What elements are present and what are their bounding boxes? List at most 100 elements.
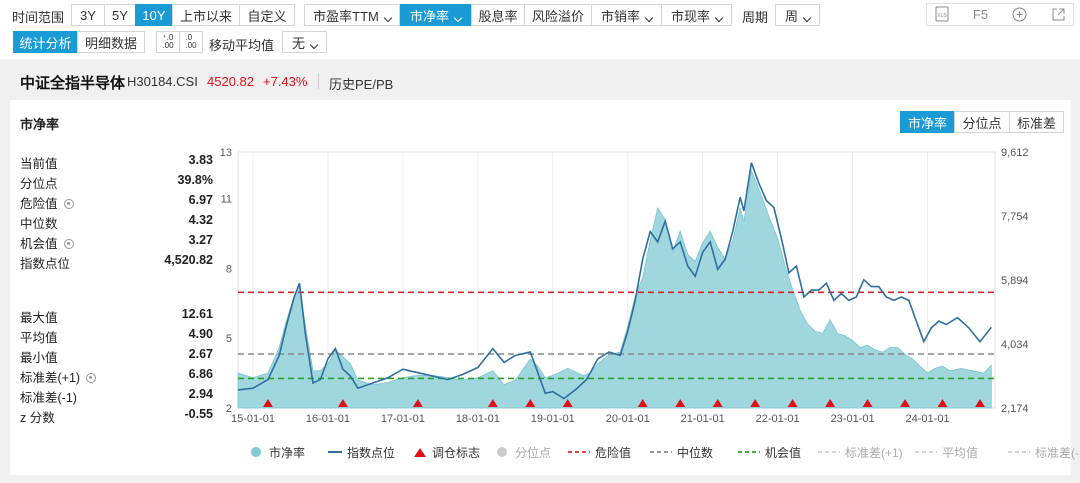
legend-item[interactable]: 标准差(+1) (818, 444, 903, 461)
stat-value: 4,520.82 (164, 253, 213, 267)
range-custom-button[interactable]: 自定义 (239, 4, 295, 26)
time-range-label: 时间范围 (12, 10, 65, 25)
x-tick-label: 22-01-01 (756, 413, 800, 425)
range-3y-button[interactable]: 3Y (71, 4, 105, 26)
stat-row: 当前值 3.83 (20, 153, 213, 172)
metric-pb-dropdown[interactable]: 市净率 (400, 4, 471, 26)
legend-item[interactable]: 危险值 (568, 444, 631, 461)
export-xls-icon[interactable]: XLS (925, 3, 958, 25)
x-tick-label: 20-01-01 (606, 413, 650, 425)
stat-label: 标准差(+1) (20, 371, 81, 385)
settings-gear-icon[interactable] (63, 199, 74, 209)
rebalance-marker (525, 399, 536, 407)
rebalance-marker (900, 399, 911, 407)
rebalance-marker (750, 399, 761, 407)
rebalance-marker (562, 399, 573, 407)
range-since-listing-button[interactable]: 上市以来 (172, 4, 240, 26)
rebalance-marker (787, 399, 798, 407)
period-dropdown[interactable]: 周 (775, 4, 820, 26)
rebalance-marker (937, 399, 948, 407)
legend-item[interactable]: 指数点位 (328, 444, 395, 461)
metric-risk-premium-button[interactable]: 风险溢价 (524, 4, 592, 26)
metric-ps-dropdown[interactable]: 市销率 (591, 4, 662, 26)
legend-item[interactable]: 市净率 (250, 444, 305, 461)
xls-file-icon: XLS (935, 6, 948, 22)
svg-text:XLS: XLS (937, 13, 947, 19)
zoom-in-icon[interactable] (1003, 3, 1036, 25)
stat-value: 4.90 (188, 327, 213, 341)
legend-label: 分位点 (515, 446, 552, 460)
rebalance-marker (337, 399, 348, 407)
index-code: H30184.CSI (127, 74, 198, 89)
dash-legend-icon (915, 451, 937, 453)
tab-detail-data[interactable]: 明细数据 (77, 31, 145, 53)
legend-item[interactable]: 中位数 (650, 444, 713, 461)
decimal-decrease-icon[interactable]: ⁺.0.00 (156, 31, 180, 53)
stat-value: 4.32 (188, 213, 213, 227)
pb-chart[interactable]: 15-01-01 16-01-01 17-01-01 18-01-01 19-01-01… (10, 100, 1071, 430)
stat-label: 中位数 (20, 217, 58, 231)
stat-value: 12.61 (181, 307, 213, 321)
range-5y-button[interactable]: 5Y (104, 4, 136, 26)
settings-gear-icon[interactable] (63, 239, 74, 249)
legend-item[interactable]: 调仓标志 (413, 444, 480, 461)
y-right-tick-label: 2,174 (1001, 403, 1029, 415)
rebalance-marker (412, 399, 423, 407)
dash-legend-icon (1008, 451, 1030, 453)
view-tab-pb[interactable]: 市净率 (900, 111, 955, 133)
legend-item[interactable]: 分位点 (496, 444, 551, 461)
stat-value: 2.94 (188, 387, 213, 401)
ticker-bar: 中证全指半导体 H30184.CSI 4520.82 +7.43% 历史PE/P… (0, 59, 1080, 99)
dash-legend-icon (568, 451, 590, 453)
rebalance-marker (262, 399, 273, 407)
open-external-icon[interactable] (1042, 3, 1075, 25)
rebalance-marker (675, 399, 686, 407)
stat-value: 39.8% (177, 173, 213, 187)
top-toolbar: 时间范围 3Y 5Y 10Y 上市以来 自定义 市盈率TTM 市净率 股息率 风… (0, 0, 1080, 29)
stat-value: 6.86 (188, 367, 213, 381)
legend-item[interactable]: 机会值 (738, 444, 801, 461)
triangle-legend-icon (414, 448, 426, 457)
moving-average-label: 移动平均值 (209, 38, 275, 53)
stat-row: 平均值 4.90 (20, 327, 213, 346)
stat-label: 当前值 (20, 157, 58, 171)
stat-value: 6.97 (188, 193, 213, 207)
f5-refresh-button[interactable]: F5 (972, 6, 989, 22)
metric-dividend-yield-button[interactable]: 股息率 (471, 4, 525, 26)
decimal-increase-icon[interactable]: .0.00 (179, 31, 203, 53)
settings-gear-icon[interactable] (86, 373, 97, 383)
stat-value: 2.67 (188, 347, 213, 361)
stat-label: 标准差(-1) (20, 391, 77, 405)
pb-area-series (237, 169, 992, 409)
stat-label: 分位点 (20, 177, 58, 191)
stat-row: 最大值 12.61 (20, 307, 213, 326)
view-tab-stddev[interactable]: 标准差 (1009, 111, 1064, 133)
x-tick-label: 24-01-01 (906, 413, 950, 425)
x-tick-label: 18-01-01 (456, 413, 500, 425)
legend-item[interactable]: 平均值 (915, 444, 978, 461)
y-right-tick-label: 7,754 (1001, 211, 1029, 223)
y-right-tick-label: 9,612 (1001, 147, 1029, 159)
x-tick-label: 23-01-01 (831, 413, 875, 425)
dot-legend-icon (251, 447, 261, 457)
metric-pcf-dropdown[interactable]: 市现率 (661, 4, 732, 26)
rebalance-marker (975, 399, 986, 407)
history-pe-pb-link[interactable]: 历史PE/PB (329, 77, 394, 92)
legend-label: 标准差(+1) (845, 446, 903, 460)
tab-stats-analysis[interactable]: 统计分析 (13, 31, 78, 53)
chart-panel: 市净率 市净率 分位点 标准差 当前值 3.83 分位点 39.8% 危险值 6.97 中位… (10, 100, 1080, 475)
metric-label: 市净率 (410, 6, 461, 25)
dot-legend-icon (497, 447, 507, 457)
stat-label: 危险值 (20, 197, 58, 211)
metric-label: 市盈率TTM (313, 6, 391, 25)
stat-row: 指数点位 4,520.82 (20, 253, 213, 272)
moving-average-value: 无 (292, 33, 317, 52)
x-tick-label: 21-01-01 (681, 413, 725, 425)
metric-label: 市销率 (601, 6, 652, 25)
stat-label: 最小值 (20, 351, 58, 365)
range-10y-button[interactable]: 10Y (135, 4, 173, 26)
legend-item[interactable]: 标准差(-1) (1008, 444, 1080, 461)
metric-pe-ttm-dropdown[interactable]: 市盈率TTM (304, 4, 400, 26)
moving-average-dropdown[interactable]: 无 (282, 31, 327, 53)
y-right-tick-label: 4,034 (1001, 339, 1029, 351)
